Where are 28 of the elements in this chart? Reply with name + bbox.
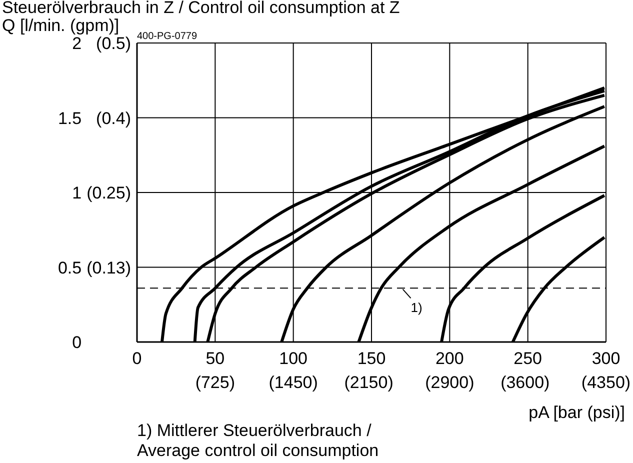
x-axis-title: pA [bar (psi)] [528,403,625,423]
x-tick-label: 300 [592,349,620,368]
x2-tick-label: (2150) [344,373,394,392]
x-tick-label: 250 [514,349,542,368]
x-tick-label: 0 [132,349,142,368]
y-tick-label: 2 [72,34,82,53]
y-axis-title: Q [l/min. (gpm)] [2,16,120,36]
x-tick-label: 200 [435,349,464,368]
x-tick-label: 50 [206,349,225,368]
y-tick-label: 1.5 [58,108,82,128]
text: 1) Mittlerer Steuerölverbrauch / Average control oil consumption [137,421,379,461]
y2-tick-label: (0.5) [96,34,131,53]
x2-tick-label: (3600) [500,373,550,392]
y-tick-label: 0 [72,333,82,352]
x2-tick-label: (1450) [268,373,318,392]
chart-title: Steuerölverbrauch in Z / Control oil consumption at Z [2,0,400,18]
y-tick-label: 0.5 [58,258,82,278]
annotation: 1) [410,300,422,316]
x2-tick-label: (2900) [425,373,474,392]
x2-tick-label: (4350) [581,373,631,392]
y2-tick-label: (0.25) [86,184,131,202]
y-tick-label: 1 [72,184,82,202]
y2-tick-label: (0.13) [86,258,131,278]
text: 400-PG-0779 [137,31,198,42]
x-tick-label: 100 [279,349,308,368]
y2-tick-label: (0.4) [96,108,131,128]
x-tick-label: 150 [357,349,386,368]
x2-tick-label: (725) [195,373,236,392]
